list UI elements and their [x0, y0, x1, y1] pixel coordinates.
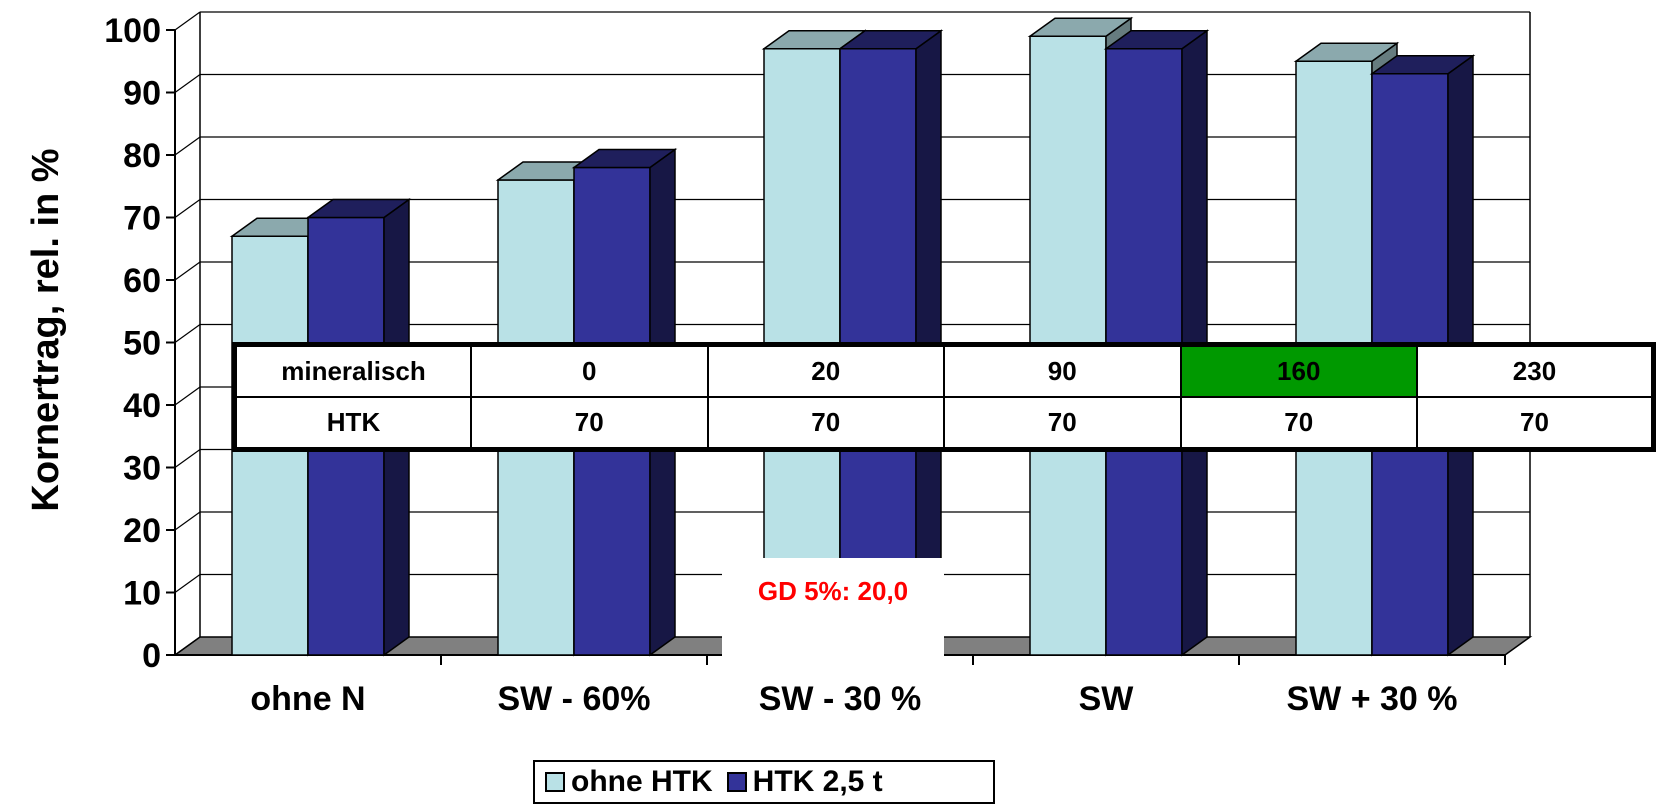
- x-tick-label: ohne N: [250, 680, 365, 718]
- legend-label: ohne HTK: [571, 765, 713, 798]
- x-tick-label: SW - 60%: [497, 680, 650, 718]
- legend-item-ohne-htk: ohne HTK: [545, 765, 713, 799]
- y-tick-label: 10: [123, 575, 161, 613]
- gridline-side: [174, 511, 201, 531]
- gridline-side: [174, 574, 201, 593]
- y-tick-label: 50: [123, 325, 161, 363]
- gridline-side: [174, 449, 201, 468]
- bar-top: [1103, 30, 1210, 50]
- row-label-htk: HTK: [233, 396, 472, 451]
- gridline-side: [174, 261, 201, 281]
- gridline-side: [174, 324, 201, 343]
- bar-top: [1027, 17, 1134, 37]
- x-tick-label: SW: [1079, 680, 1135, 718]
- legend-swatch: [726, 772, 747, 792]
- legend-swatch: [545, 772, 565, 792]
- y-tick-label: 20: [123, 512, 161, 550]
- y-tick-label: 40: [123, 387, 161, 425]
- y-tick-label: 90: [123, 75, 161, 113]
- table-cell: 0: [470, 343, 709, 398]
- x-tick-label: SW - 30 %: [759, 680, 921, 718]
- table-cell: 20: [706, 343, 945, 398]
- x-tick-labels: ohne N SW - 60% SW - 30 % SW SW + 30 %: [250, 680, 1457, 718]
- gridline-side: [174, 136, 201, 156]
- gridline-side: [174, 636, 201, 656]
- y-tick-label: 30: [123, 450, 161, 488]
- y-tick-label: 70: [123, 200, 161, 238]
- table-cell: 70: [1416, 396, 1655, 451]
- y-tick-label: 80: [123, 137, 161, 175]
- table-cell: 70: [470, 396, 709, 451]
- y-axis-label: Kornertrag, rel. in %: [25, 148, 67, 511]
- y-tick-label: 0: [142, 637, 161, 675]
- row-label-mineralisch: mineralisch: [233, 343, 472, 398]
- y-tick-label: 100: [104, 12, 161, 50]
- bar-top: [837, 30, 944, 50]
- bar-top: [1369, 55, 1476, 75]
- bar-top: [305, 198, 412, 219]
- gridline-side: [174, 386, 201, 406]
- fertilizer-table: mineralisch 0 20 90 160 230 HTK 70 70 70…: [232, 342, 1656, 452]
- bar-top: [1293, 42, 1400, 62]
- table-cell: 70: [706, 396, 945, 451]
- table-cell: 70: [1179, 396, 1418, 451]
- legend-label: HTK 2,5 t: [752, 765, 883, 798]
- table-cell: 90: [943, 343, 1182, 398]
- table-row-mineralisch: mineralisch 0 20 90 160 230: [233, 343, 1655, 398]
- table-cell: 230: [1416, 343, 1655, 398]
- significance-annotation: GD 5%: 20,0: [722, 558, 944, 658]
- table-row-htk: HTK 70 70 70 70 70: [233, 396, 1655, 451]
- x-tick-label: SW + 30 %: [1286, 680, 1457, 718]
- y-tick-label: 60: [123, 262, 161, 300]
- bar-top: [571, 148, 678, 169]
- y-tick-labels: 0 10 20 30 40 50 60 70 80 90 100: [104, 12, 161, 675]
- chart-legend: ohne HTK HTK 2,5 t: [533, 760, 995, 804]
- legend-item-htk: HTK 2,5 t: [726, 765, 883, 799]
- gridline-side: [174, 199, 201, 218]
- gridline-side: [174, 11, 201, 31]
- table-cell-highlighted: 160: [1179, 343, 1418, 398]
- table-cell: 70: [943, 396, 1182, 451]
- gridline-side: [174, 74, 201, 93]
